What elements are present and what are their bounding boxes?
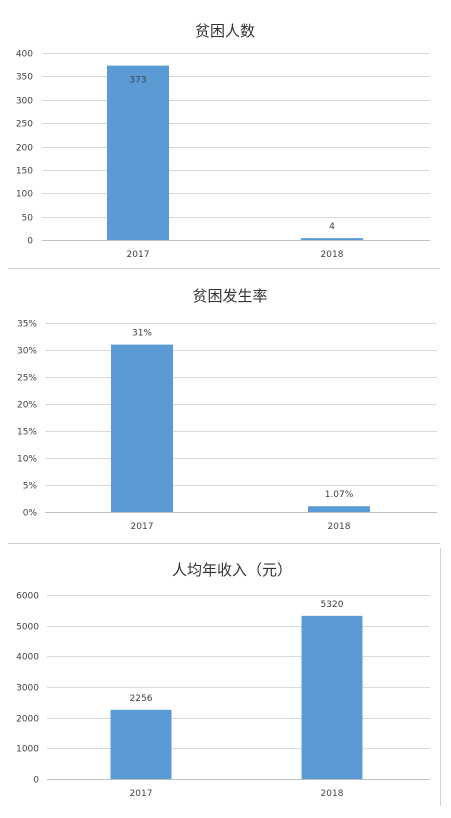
y-tick-label: 15% <box>17 428 37 438</box>
y-tick-label: 3000 <box>16 684 39 694</box>
chart-annual-income: 人均年收入（元） 0 1000 2000 3000 4000 5000 6000 2256 5… <box>16 561 430 799</box>
y-tick-label: 0% <box>23 509 38 519</box>
chart-poverty-rate: 贫困发生率 0% 5% 10% 15% 20% 25% 30% 35% 31% 1.07% 20… <box>17 287 437 532</box>
y-tick-label: 100 <box>16 190 33 200</box>
y-tick-label: 4000 <box>16 653 39 663</box>
bar-2018 <box>301 615 363 779</box>
bar-2018 <box>301 238 363 240</box>
bar-2017 <box>110 709 172 779</box>
x-category-label: 2018 <box>328 522 351 532</box>
y-tick-label: 30% <box>17 347 37 357</box>
x-category-label: 2018 <box>321 250 344 260</box>
chart-poverty-population: 贫困人数 0 50 100 150 200 250 300 350 400 373 4 2017 2… <box>16 22 430 260</box>
y-tick-label: 20% <box>17 401 37 411</box>
y-tick-label: 150 <box>16 167 33 177</box>
y-tick-label: 250 <box>16 120 33 130</box>
bar-2017 <box>107 65 169 240</box>
y-tick-label: 400 <box>16 50 33 60</box>
chart-title: 贫困发生率 <box>192 287 267 305</box>
y-tick-label: 25% <box>17 374 37 384</box>
y-tick-label: 200 <box>16 144 33 154</box>
data-label: 2256 <box>130 694 153 704</box>
data-label: 31% <box>132 329 152 339</box>
x-category-label: 2017 <box>131 522 154 532</box>
y-tick-label: 0 <box>27 237 33 247</box>
x-category-label: 2017 <box>130 789 153 799</box>
data-label: 5320 <box>321 600 344 610</box>
y-tick-label: 2000 <box>16 715 39 725</box>
y-tick-label: 6000 <box>16 592 39 602</box>
chart-title: 人均年收入（元） <box>172 561 292 579</box>
data-label: 373 <box>129 76 146 86</box>
y-tick-label: 5% <box>23 482 38 492</box>
x-category-label: 2018 <box>321 789 344 799</box>
y-tick-label: 50 <box>22 214 34 224</box>
y-tick-label: 0 <box>33 776 39 786</box>
bar-2017 <box>111 344 173 512</box>
y-tick-label: 300 <box>16 97 33 107</box>
y-tick-label: 35% <box>17 320 37 330</box>
y-tick-label: 1000 <box>16 745 39 755</box>
chart-title: 贫困人数 <box>195 22 255 40</box>
data-label: 4 <box>329 222 335 232</box>
y-tick-label: 10% <box>17 455 37 465</box>
x-category-label: 2017 <box>127 250 150 260</box>
data-label: 1.07% <box>325 490 354 500</box>
y-tick-label: 5000 <box>16 623 39 633</box>
bar-2018 <box>308 506 370 512</box>
y-tick-label: 350 <box>16 73 33 83</box>
